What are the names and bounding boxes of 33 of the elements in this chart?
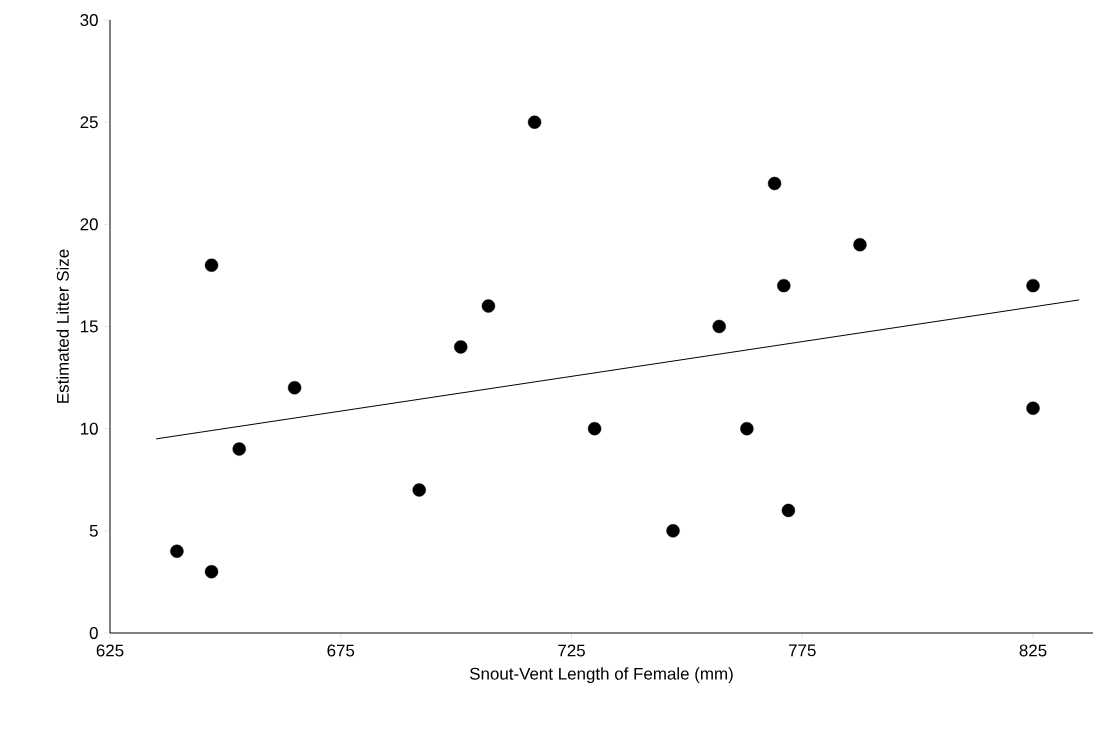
x-tick-label: 725 xyxy=(558,644,585,657)
point xyxy=(777,278,791,293)
point xyxy=(1026,278,1040,293)
point xyxy=(204,565,219,579)
point xyxy=(781,503,796,518)
y-tick-label: 15 xyxy=(80,320,98,333)
y-tick-label: 20 xyxy=(80,218,98,231)
point xyxy=(853,238,867,252)
point xyxy=(527,115,542,129)
y-tick-label: 30 xyxy=(80,13,98,26)
point xyxy=(287,381,302,395)
point xyxy=(170,544,184,558)
y-tick-label: 5 xyxy=(89,524,98,537)
point xyxy=(454,340,468,354)
y-axis-title: Estimated Litter Size xyxy=(56,249,69,403)
x-tick-label: 775 xyxy=(789,644,816,657)
y-tick-label: 0 xyxy=(89,627,98,639)
point xyxy=(767,176,782,191)
point xyxy=(666,524,680,538)
y-tick-label: 10 xyxy=(80,422,98,435)
point xyxy=(412,483,426,497)
x-tick-label: 675 xyxy=(327,644,355,657)
y-tick-label: 25 xyxy=(80,116,98,129)
point xyxy=(740,421,754,436)
point xyxy=(204,258,219,272)
point xyxy=(1026,401,1040,415)
x-tick-label: 825 xyxy=(1019,644,1047,657)
point xyxy=(712,319,726,334)
point xyxy=(232,442,246,456)
point xyxy=(481,299,496,313)
x-axis-title: Snout-Vent Length of Female (mm) xyxy=(470,667,733,684)
x-tick-label: 625 xyxy=(96,644,124,657)
point xyxy=(587,421,602,436)
